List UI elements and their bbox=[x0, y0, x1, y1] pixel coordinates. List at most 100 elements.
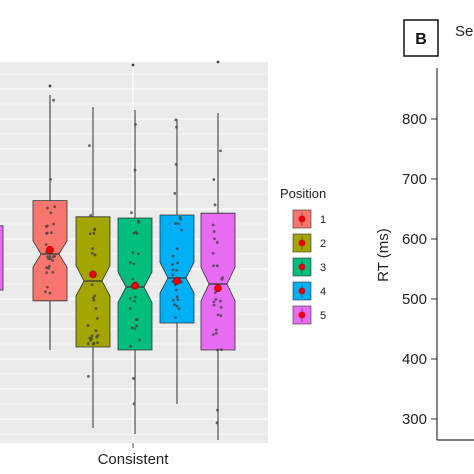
y-tick-label: 800 bbox=[402, 111, 427, 128]
panel-b-title: Se bbox=[455, 23, 473, 40]
box-series-3 bbox=[117, 110, 153, 434]
data-point bbox=[176, 222, 180, 226]
box-series-5 bbox=[200, 113, 236, 440]
data-point bbox=[138, 338, 142, 342]
data-point bbox=[216, 348, 219, 352]
data-point bbox=[92, 341, 96, 345]
data-point bbox=[50, 231, 53, 234]
data-point bbox=[94, 329, 98, 333]
mean-point bbox=[46, 245, 54, 254]
data-point bbox=[88, 144, 91, 148]
data-point bbox=[48, 291, 52, 295]
data-point bbox=[171, 268, 175, 272]
data-point bbox=[133, 299, 137, 303]
legend-key-mean bbox=[298, 311, 306, 319]
data-point bbox=[137, 252, 140, 256]
data-point bbox=[132, 262, 136, 266]
data-point bbox=[47, 266, 50, 270]
data-point bbox=[131, 277, 135, 281]
data-point bbox=[174, 288, 178, 292]
mean-point bbox=[214, 284, 222, 293]
data-point bbox=[212, 303, 216, 307]
data-point bbox=[215, 241, 219, 244]
data-point bbox=[173, 222, 177, 225]
outlier-point bbox=[131, 63, 135, 67]
data-point bbox=[90, 283, 94, 287]
data-point bbox=[134, 230, 138, 234]
x-category-label: Consistent bbox=[98, 451, 170, 468]
data-point bbox=[173, 192, 177, 195]
data-point bbox=[51, 270, 55, 274]
data-point bbox=[45, 285, 49, 289]
data-point bbox=[214, 297, 218, 301]
data-point bbox=[90, 251, 94, 255]
y-axis-ticks: 300 400 500 600 700 800 bbox=[402, 111, 437, 428]
data-point bbox=[130, 326, 134, 330]
data-point bbox=[88, 232, 92, 236]
data-point bbox=[132, 402, 136, 406]
legend-item-4: 4 bbox=[292, 281, 326, 301]
data-point bbox=[218, 299, 222, 303]
data-point bbox=[212, 178, 216, 181]
data-point bbox=[88, 336, 92, 340]
data-point bbox=[93, 294, 97, 298]
data-point bbox=[213, 203, 217, 207]
legend-label: 5 bbox=[320, 310, 326, 322]
legend-item-2: 2 bbox=[292, 233, 326, 253]
data-point bbox=[171, 254, 175, 258]
clipped-box bbox=[0, 225, 4, 291]
data-point bbox=[215, 421, 219, 425]
data-point bbox=[51, 255, 55, 259]
y-tick-label: 300 bbox=[402, 411, 427, 428]
data-point bbox=[45, 271, 49, 275]
legend-item-3: 3 bbox=[292, 257, 326, 277]
data-point bbox=[53, 205, 57, 209]
box-series-1 bbox=[32, 95, 68, 350]
y-tick-label: 400 bbox=[402, 351, 427, 368]
data-point bbox=[134, 123, 137, 126]
data-point bbox=[211, 333, 215, 337]
data-point bbox=[174, 316, 177, 319]
data-point bbox=[219, 149, 222, 153]
data-point bbox=[175, 247, 179, 251]
data-point bbox=[211, 251, 215, 255]
data-point bbox=[171, 298, 175, 302]
data-point bbox=[133, 327, 137, 330]
panel-b: B Se 300 400 500 600 700 800 RT (ms) bbox=[375, 19, 474, 441]
data-point bbox=[49, 211, 53, 215]
legend-title: Position bbox=[280, 186, 326, 201]
data-point bbox=[128, 307, 132, 310]
data-point bbox=[52, 222, 55, 226]
legend-label: 4 bbox=[320, 286, 326, 298]
data-point bbox=[95, 335, 99, 339]
panel-a-boxplot: Consistent Position 1 2 3 4 5 bbox=[0, 60, 326, 468]
data-point bbox=[90, 334, 94, 338]
data-point bbox=[134, 318, 138, 322]
box-body bbox=[200, 212, 236, 351]
data-point bbox=[91, 247, 94, 250]
data-point bbox=[171, 263, 174, 267]
data-point bbox=[216, 313, 220, 317]
data-point bbox=[47, 257, 50, 261]
legend-item-5: 5 bbox=[292, 305, 326, 325]
data-point bbox=[94, 307, 98, 310]
data-point bbox=[128, 297, 132, 300]
box-body bbox=[75, 216, 111, 348]
data-point bbox=[86, 342, 90, 345]
data-point bbox=[215, 264, 219, 268]
data-point bbox=[44, 290, 47, 294]
outlier-point bbox=[216, 60, 220, 64]
data-point bbox=[96, 341, 99, 345]
data-point bbox=[95, 317, 99, 320]
data-point bbox=[216, 408, 219, 412]
legend-label: 3 bbox=[320, 262, 326, 274]
data-point bbox=[135, 324, 138, 328]
y-tick-label: 700 bbox=[402, 171, 427, 188]
data-point bbox=[174, 118, 178, 122]
data-point bbox=[49, 177, 52, 181]
legend-items: 1 2 3 4 5 bbox=[292, 209, 326, 325]
legend-key-mean bbox=[298, 287, 306, 295]
data-point bbox=[219, 314, 223, 318]
